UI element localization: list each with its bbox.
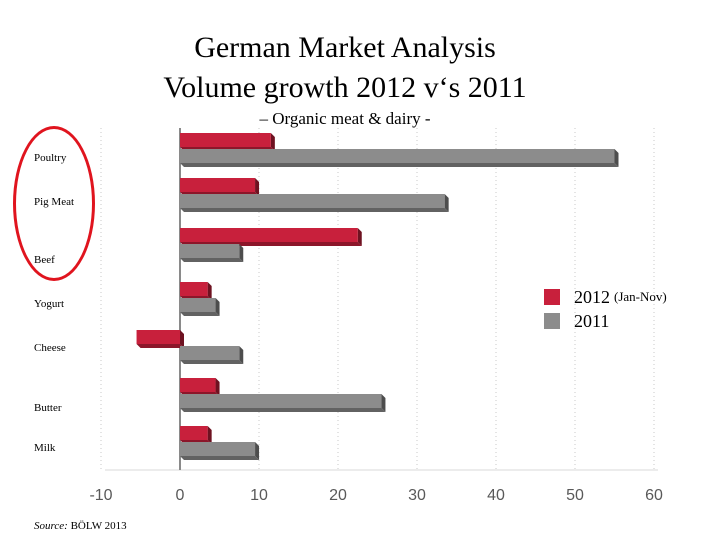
x-tick-label--10: -10 — [89, 487, 112, 504]
bar-pig-meat-2011 — [180, 194, 445, 208]
x-tick-label-10: 10 — [250, 487, 268, 504]
source-label: Source: — [34, 520, 68, 532]
bar-yogurt-2012 — [180, 282, 208, 296]
bar-bottom-yogurt-2011 — [180, 312, 220, 316]
category-label-cheese: Cheese — [34, 342, 66, 354]
bar-side-poultry-2012 — [270, 133, 275, 151]
bar-poultry-2011 — [180, 149, 615, 163]
chart-legend: 2012 (Jan-Nov) 2011 — [544, 285, 667, 333]
bar-bottom-beef-2011 — [180, 258, 244, 262]
source-note: Source: BÖLW 2013 — [34, 520, 127, 532]
bar-side-pig-meat-2012 — [255, 178, 260, 196]
legend-item-2012: 2012 (Jan-Nov) — [544, 285, 667, 309]
chart-subtitle: Volume growth 2012 v‘s 2011 — [163, 71, 527, 104]
bar-side-pig-meat-2011 — [444, 194, 449, 212]
bar-side-butter-2012 — [215, 378, 220, 396]
bar-side-cheese-2011 — [239, 346, 244, 364]
bar-butter-2012 — [180, 378, 216, 392]
bar-side-beef-2012 — [357, 228, 362, 246]
bar-side-beef-2011 — [239, 244, 244, 262]
bar-side-poultry-2011 — [614, 149, 619, 167]
chart-caption: – Organic meat & dairy - — [259, 109, 431, 128]
x-tick-label-30: 30 — [408, 487, 426, 504]
legend-swatch-2012 — [544, 289, 560, 305]
category-label-butter: Butter — [34, 402, 62, 414]
legend-label-2011: 2011 — [574, 310, 610, 331]
bar-poultry-2012 — [180, 133, 271, 147]
bar-side-yogurt-2012 — [207, 282, 212, 300]
bar-side-yogurt-2011 — [215, 298, 220, 316]
bar-bottom-milk-2011 — [180, 456, 260, 460]
legend-label-2012: 2012 — [574, 286, 610, 307]
legend-sublabel-2012: (Jan-Nov) — [614, 289, 667, 304]
bar-side-milk-2012 — [207, 426, 212, 444]
legend-item-2011: 2011 — [544, 309, 667, 333]
category-label-milk: Milk — [34, 442, 56, 454]
bar-butter-2011 — [180, 394, 382, 408]
x-tick-label-50: 50 — [566, 487, 584, 504]
legend-swatch-2011 — [544, 313, 560, 329]
bar-cheese-2012 — [136, 330, 180, 344]
bar-side-milk-2011 — [255, 442, 260, 460]
bar-side-cheese-2012 — [180, 330, 184, 348]
bar-milk-2012 — [180, 426, 208, 440]
chart-title: German Market Analysis — [194, 31, 496, 64]
bar-bottom-cheese-2011 — [180, 360, 244, 364]
bar-cheese-2011 — [180, 346, 240, 360]
x-tick-label-20: 20 — [329, 487, 347, 504]
bar-side-butter-2011 — [381, 394, 386, 412]
bar-bottom-cheese-2012 — [136, 344, 184, 348]
bar-bottom-pig-meat-2011 — [180, 208, 449, 212]
category-label-yogurt: Yogurt — [34, 298, 64, 310]
highlight-ellipse — [13, 126, 95, 281]
bar-bottom-poultry-2011 — [180, 163, 619, 167]
bar-bottom-butter-2011 — [180, 408, 386, 412]
bar-beef-2012 — [180, 228, 358, 242]
bar-milk-2011 — [180, 442, 256, 456]
source-text: BÖLW 2013 — [70, 520, 127, 532]
x-tick-label-60: 60 — [645, 487, 663, 504]
x-tick-label-40: 40 — [487, 487, 505, 504]
bar-beef-2011 — [180, 244, 240, 258]
bar-pig-meat-2012 — [180, 178, 256, 192]
bar-yogurt-2011 — [180, 298, 216, 312]
x-tick-label-0: 0 — [176, 487, 185, 504]
